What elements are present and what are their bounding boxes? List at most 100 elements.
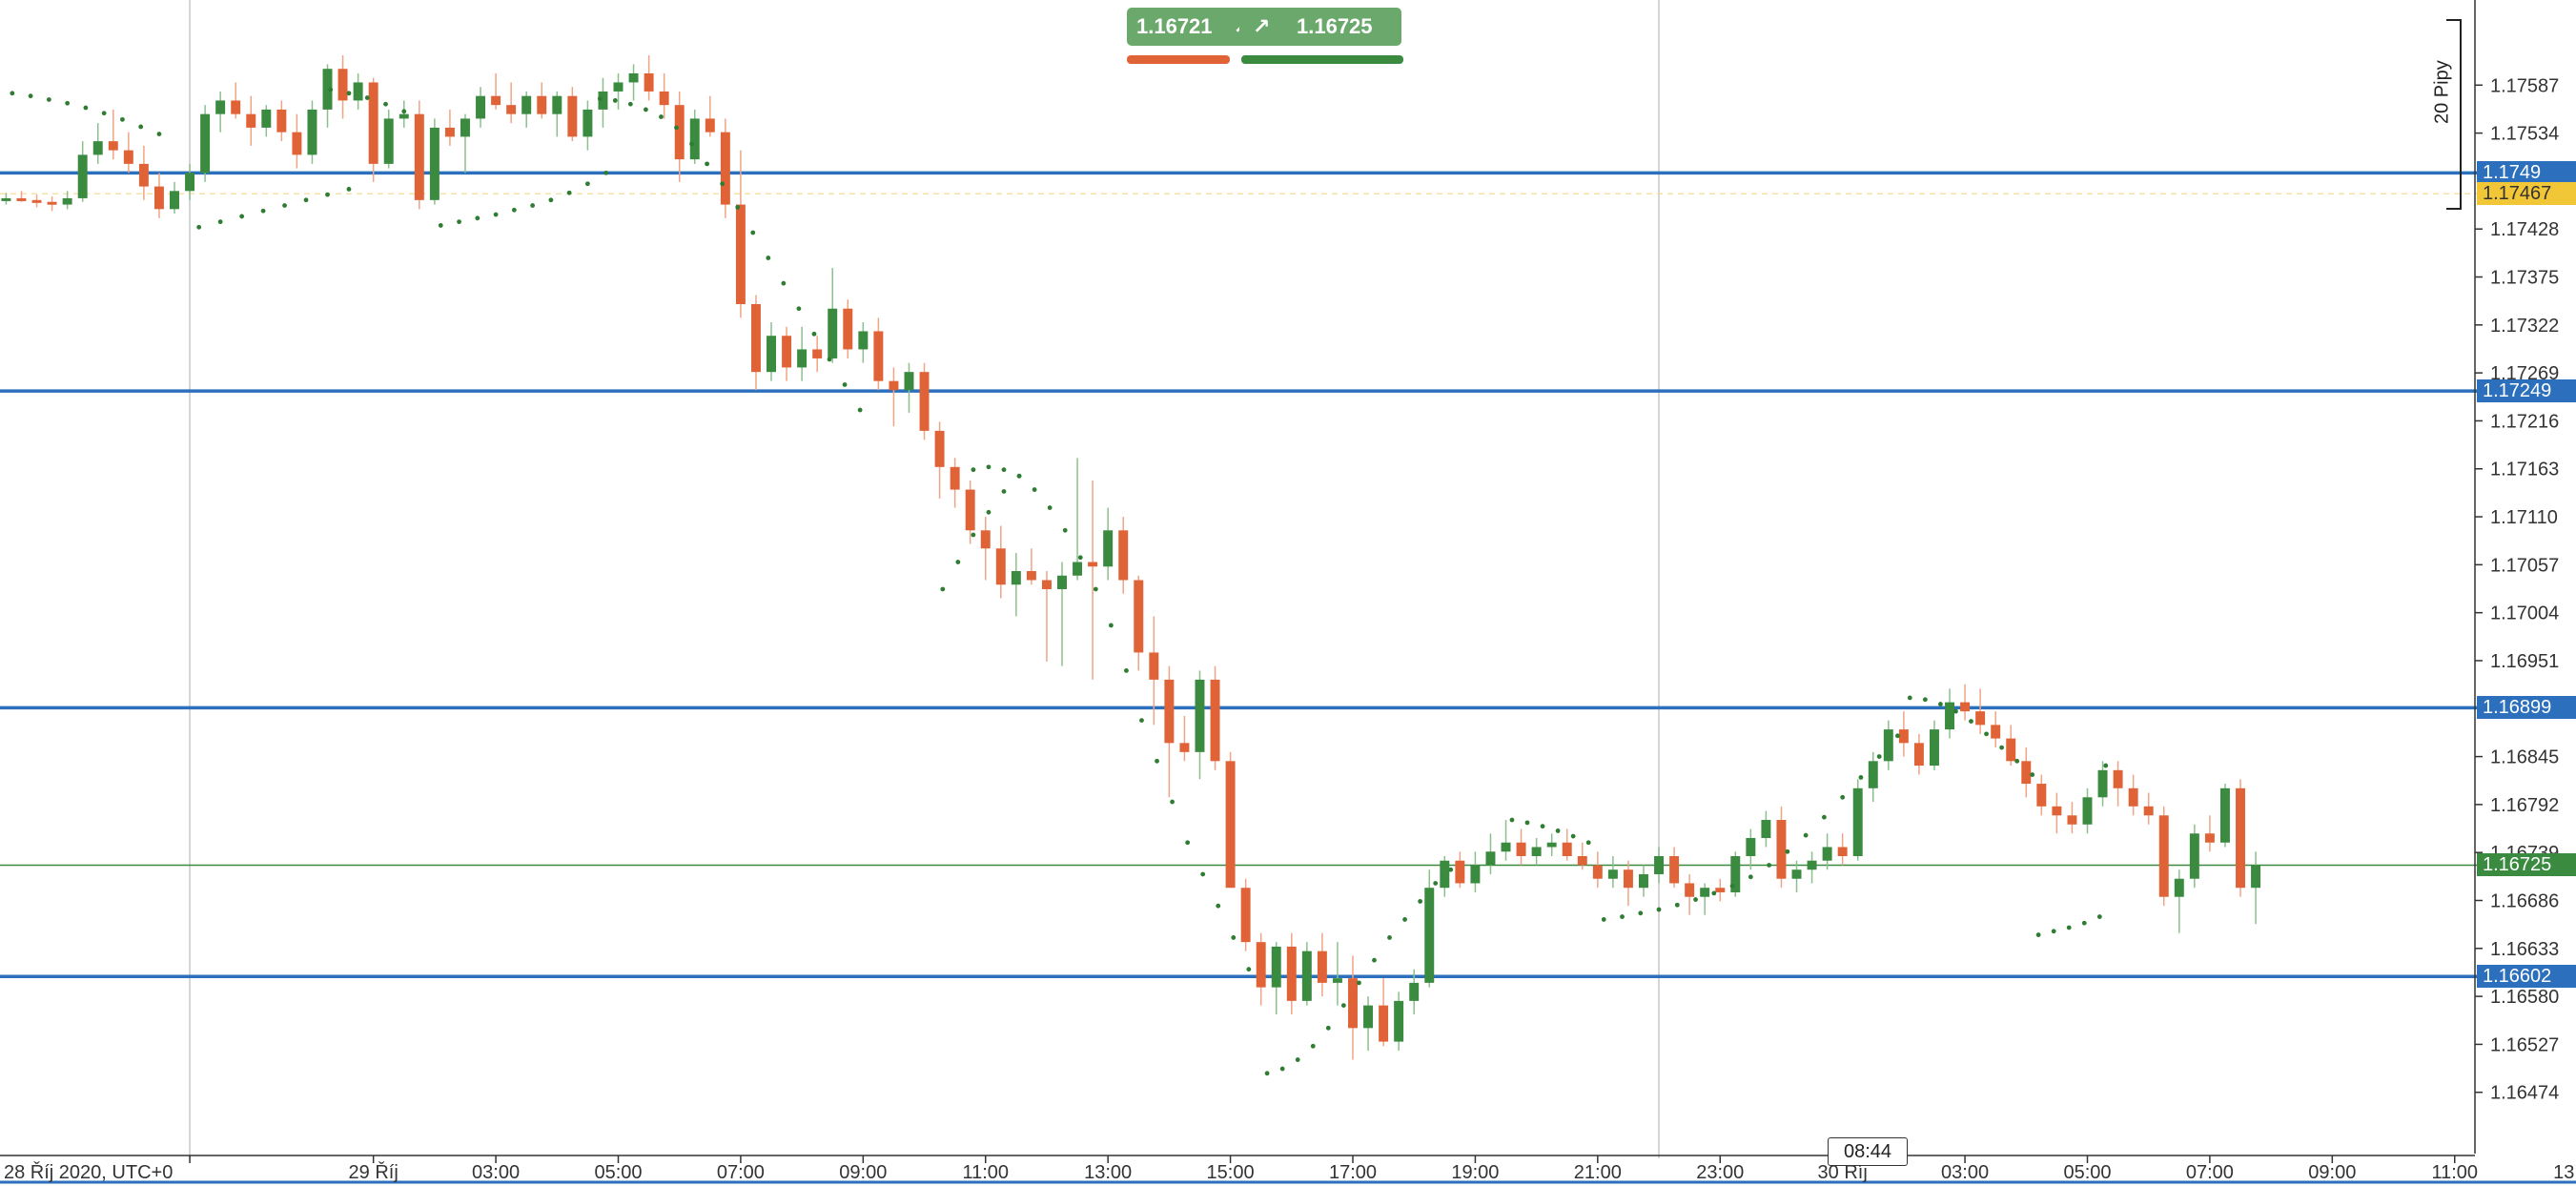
candle (322, 64, 333, 128)
sar-dot (750, 230, 756, 235)
sar-dot (1216, 903, 1221, 909)
candle (1225, 751, 1236, 889)
candle (1485, 833, 1496, 874)
sar-dot (1555, 828, 1561, 833)
sar-dot (1264, 1071, 1270, 1076)
sar-dot (566, 190, 572, 195)
sar-dot (603, 170, 609, 175)
sar-dot (1340, 1003, 1346, 1009)
sar-dot (1047, 505, 1053, 510)
buy-button[interactable]: ↗ 1.16725 (1239, 8, 1401, 46)
candle (2113, 761, 2123, 807)
sar-dot (1821, 814, 1827, 820)
sar-dot (156, 132, 162, 136)
candle (1577, 842, 1587, 870)
candle (1149, 616, 1159, 726)
sar-dot (120, 116, 125, 122)
candle (537, 82, 547, 119)
candle (476, 87, 486, 128)
y-tick-label: 1.17322 (2490, 316, 2559, 337)
sar-dot (282, 203, 287, 208)
sar-dot (1433, 881, 1439, 886)
candle (1776, 806, 1787, 889)
candle (628, 64, 639, 101)
sar-dot (627, 101, 633, 107)
candles-layer (1, 54, 2261, 1060)
candle (1455, 851, 1465, 889)
sar-dot (1387, 935, 1392, 940)
sar-dot (2030, 772, 2035, 777)
candle (689, 109, 700, 164)
candle (1103, 507, 1114, 581)
candle (1379, 978, 1389, 1047)
candle (2143, 792, 2154, 825)
y-tick-label: 1.17110 (2490, 507, 2558, 528)
candle (873, 317, 884, 391)
candle (1700, 883, 1710, 915)
x-tick-label: 07:00 (2186, 1162, 2234, 1183)
sar-dot (2051, 929, 2056, 934)
sar-dot (1139, 718, 1144, 724)
candle (1256, 932, 1266, 1006)
hline-price-label: 1.16602 (2477, 965, 2576, 989)
pip-ruler-bracket (2446, 19, 2462, 210)
y-tick-label: 1.16951 (2490, 651, 2559, 672)
sar-dot (1001, 489, 1007, 494)
sar-dot (842, 382, 848, 387)
parabolic-sar-layer (10, 87, 2109, 1076)
candle (1363, 996, 1374, 1052)
sar-dot (239, 214, 245, 219)
candle (170, 181, 179, 215)
sar-dot (971, 467, 976, 473)
candle (292, 113, 302, 169)
candle (1088, 481, 1098, 680)
sar-dot (1937, 702, 1943, 706)
sar-dot (1876, 754, 1882, 759)
x-tick-label: 07:00 (717, 1162, 765, 1183)
sar-dot (986, 509, 992, 515)
x-tick-label: 23:00 (1696, 1162, 1744, 1183)
y-tick-label: 1.16527 (2490, 1034, 2559, 1055)
y-tick-label: 1.16845 (2490, 747, 2559, 768)
candle (215, 91, 226, 133)
candle (1715, 878, 1726, 902)
sar-dot (1124, 668, 1129, 673)
sar-dot (2066, 925, 2072, 930)
sar-dot (1984, 731, 1989, 737)
sar-dot (530, 203, 536, 208)
sar-dot (1969, 719, 1973, 724)
sar-dot (10, 91, 15, 96)
sar-dot (1999, 745, 2004, 750)
candle (1164, 665, 1175, 798)
hline-price-label: 1.17249 (2477, 379, 2576, 403)
sar-dot (2081, 920, 2087, 926)
sar-dot (1357, 980, 1361, 986)
sar-dot (1953, 708, 1958, 714)
candle (1592, 851, 1603, 889)
sar-dot (493, 212, 499, 217)
sar-dot (83, 105, 89, 111)
candle (1317, 932, 1327, 997)
sar-dot (1016, 473, 1022, 479)
sell-button[interactable]: 1.16721 ↗ (1127, 8, 1260, 46)
candle (2204, 815, 2215, 852)
candle (1394, 992, 1404, 1052)
x-tick-label: 11:00 (2431, 1162, 2478, 1183)
sar-dot (28, 93, 33, 99)
sar-dot (548, 197, 554, 203)
candle (644, 54, 654, 101)
candle (1546, 833, 1557, 856)
candle (383, 109, 394, 169)
candle (1118, 517, 1129, 594)
candle (598, 77, 608, 128)
sar-dot (346, 91, 352, 96)
candle (1913, 733, 1924, 775)
sar-dot (1729, 883, 1735, 889)
candle (1654, 847, 1665, 884)
x-tick-label: 11:00 (962, 1162, 1009, 1183)
sar-dot (735, 205, 741, 210)
buy-volume-bar (1241, 55, 1403, 64)
x-tick-label: 03:00 (1941, 1162, 1989, 1183)
sar-dot (325, 192, 330, 197)
